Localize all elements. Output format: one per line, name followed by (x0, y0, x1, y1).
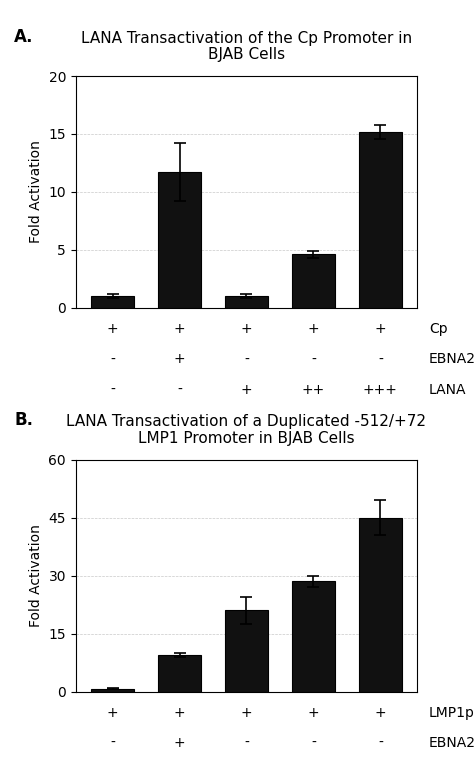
Y-axis label: Fold Activation: Fold Activation (29, 141, 43, 243)
Text: LANA: LANA (429, 383, 466, 397)
Text: +: + (374, 706, 386, 720)
Text: +: + (308, 322, 319, 336)
Bar (91, 296, 135, 308)
Bar (91, 689, 135, 692)
Text: -: - (378, 353, 383, 366)
Bar (292, 581, 335, 692)
Text: EBNA2: EBNA2 (429, 353, 474, 366)
Text: +: + (374, 322, 386, 336)
Text: BJAB Cells: BJAB Cells (208, 47, 285, 62)
Text: Cp: Cp (429, 322, 447, 336)
Text: B.: B. (14, 411, 33, 429)
Text: +: + (174, 706, 185, 720)
Text: +: + (174, 353, 185, 366)
Bar (358, 518, 402, 692)
Text: -: - (311, 353, 316, 366)
Text: -: - (244, 353, 249, 366)
Text: -: - (110, 383, 115, 397)
Text: LANA Transactivation of the Cp Promoter in: LANA Transactivation of the Cp Promoter … (81, 30, 412, 46)
Text: +: + (174, 736, 185, 750)
Text: +: + (308, 706, 319, 720)
Text: +: + (174, 322, 185, 336)
Y-axis label: Fold Activation: Fold Activation (29, 524, 43, 627)
Text: +++: +++ (363, 383, 398, 397)
Bar (225, 296, 268, 308)
Text: +: + (241, 706, 252, 720)
Bar (292, 255, 335, 308)
Text: ++: ++ (302, 383, 325, 397)
Bar (225, 610, 268, 692)
Text: LMP1 Promoter in BJAB Cells: LMP1 Promoter in BJAB Cells (138, 431, 355, 446)
Text: -: - (177, 383, 182, 397)
Text: +: + (107, 706, 118, 720)
Bar (158, 173, 201, 308)
Text: -: - (244, 736, 249, 750)
Text: +: + (241, 383, 252, 397)
Text: +: + (241, 322, 252, 336)
Text: -: - (110, 736, 115, 750)
Text: A.: A. (14, 27, 34, 46)
Text: -: - (378, 736, 383, 750)
Bar (158, 655, 201, 692)
Text: EBNA2: EBNA2 (429, 736, 474, 750)
Bar (358, 131, 402, 308)
Text: +: + (107, 322, 118, 336)
Text: LMP1p: LMP1p (429, 706, 474, 720)
Text: LANA Transactivation of a Duplicated -512/+72: LANA Transactivation of a Duplicated -51… (66, 414, 427, 429)
Text: -: - (311, 736, 316, 750)
Text: -: - (110, 353, 115, 366)
